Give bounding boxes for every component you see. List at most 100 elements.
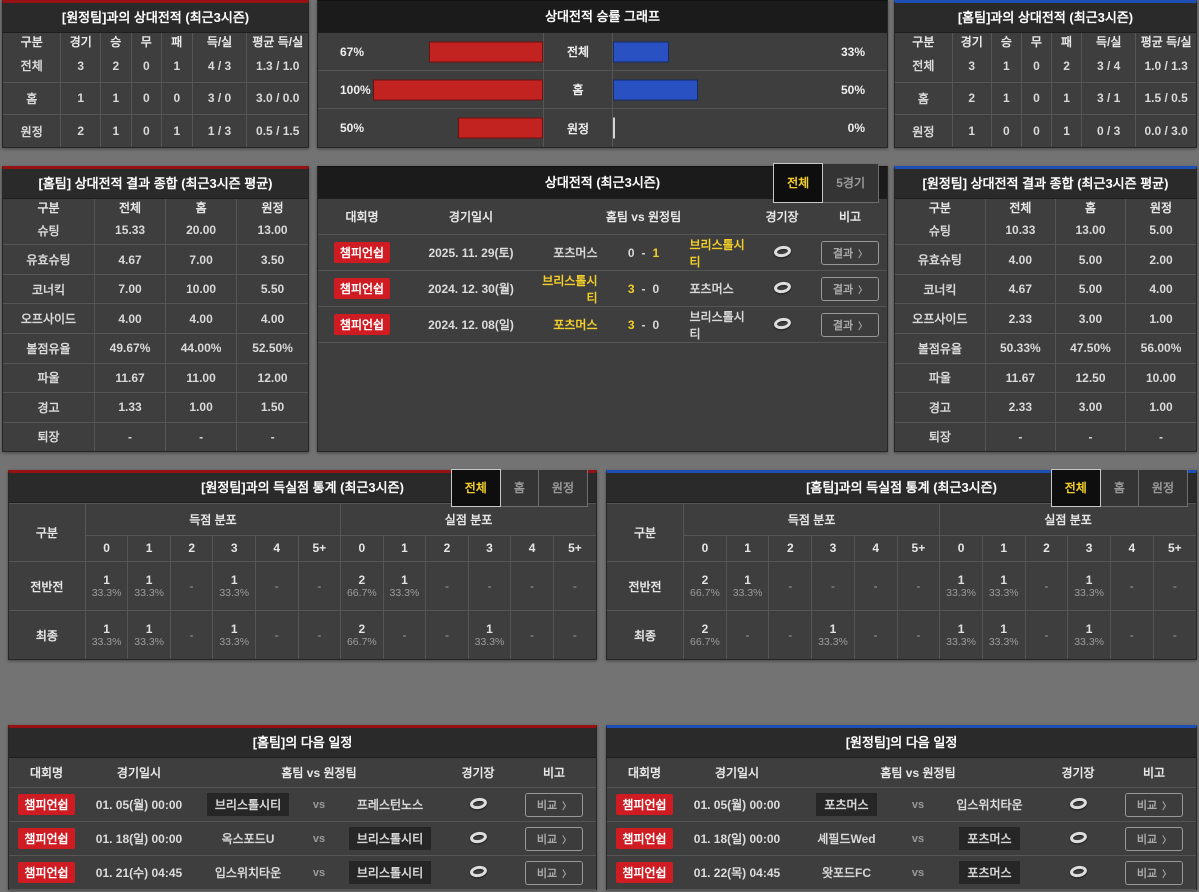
schedule-row: 챔피언쉽 01. 05(월) 00:00 포츠머스 vs 입스위치타운 비교 〉	[607, 788, 1196, 822]
scored-group-header: 득점 분포	[84, 503, 342, 536]
stat-value: 2	[1050, 50, 1083, 83]
column-header: 득/실	[191, 33, 248, 50]
percent-value: 33.3%	[91, 635, 122, 648]
league-cell: 챔피언쉽	[607, 862, 682, 883]
note-cell: 비교 〉	[512, 826, 596, 851]
count-header: 0	[340, 534, 384, 562]
stadium-icon[interactable]	[772, 280, 792, 294]
panel-title: [원정팀] 상대전적 결과 종합 (최근3시즌 평균)	[895, 169, 1196, 199]
stat-value: 4.00	[165, 303, 238, 334]
stadium-icon[interactable]	[468, 796, 488, 810]
stat-value: 3.50	[236, 244, 308, 275]
note-cell: 비교 〉	[512, 792, 596, 817]
count-header: 3	[1067, 534, 1111, 562]
compare-button[interactable]: 비교 〉	[1125, 860, 1183, 885]
column-header-stadium: 경기장	[765, 210, 799, 224]
distribution-cell: -	[425, 610, 469, 659]
stat-value: 44.00%	[165, 332, 238, 364]
match-row: 챔피언쉽 2025. 11. 29(토) 포츠머스 0-1 브리스톨시티 결과 〉	[318, 235, 887, 271]
compare-button[interactable]: 비교 〉	[525, 860, 583, 885]
count-header: 1	[382, 534, 427, 562]
row-label: 오프사이드	[895, 303, 986, 334]
stadium-icon[interactable]	[1068, 830, 1088, 844]
count-header: 3	[811, 534, 855, 562]
table-row: 파울 11.67 12.50 10.00	[895, 362, 1196, 394]
distribution-cell: -	[425, 560, 469, 612]
distribution-cell: -	[552, 610, 596, 659]
compare-button[interactable]: 비교 〉	[525, 792, 583, 817]
stat-value: 11.00	[165, 362, 238, 394]
tab-홈[interactable]: 홈	[499, 468, 539, 507]
teams-cell: 셰필드Wed vs 포츠머스	[792, 827, 1044, 850]
stat-value: 3	[951, 50, 992, 83]
row-label: 전반전	[607, 560, 685, 612]
tab-전체[interactable]: 전체	[450, 468, 501, 507]
panel-title-text: 상대전적 승률 그래프	[545, 9, 660, 24]
tab-원정[interactable]: 원정	[537, 468, 588, 507]
percent-value: 33.3%	[91, 586, 122, 599]
stat-value: 13.00	[1054, 216, 1127, 246]
note-cell: 비교 〉	[1112, 792, 1196, 817]
stat-value: 5.50	[236, 273, 308, 305]
empty-value: -	[444, 628, 449, 643]
stat-value: 7.00	[165, 244, 238, 275]
match-date: 01. 18(일) 00:00	[693, 832, 781, 846]
empty-value: -	[487, 579, 492, 594]
tab-전체[interactable]: 전체	[1050, 468, 1101, 507]
table-row: 퇴장 - - -	[3, 421, 308, 451]
table-row: 코너킥 7.00 10.00 5.50	[3, 273, 308, 305]
tab-원정[interactable]: 원정	[1137, 468, 1188, 507]
away-team-name: 입스위치타운	[956, 798, 1023, 812]
stadium-icon[interactable]	[468, 830, 488, 844]
tab-전체[interactable]: 전체	[773, 162, 824, 203]
chart-row: 67% 전체 33%	[318, 33, 887, 71]
stat-table: 구분 전체 홈 원정 슈팅 15.33 20.00 13.00 유효슈팅 4.67 7.00 3.50…	[3, 199, 308, 451]
row-label: 홈	[3, 81, 62, 116]
panel-title-text: [홈팀] 상대전적 결과 종합 (최근3시즌 평균)	[38, 176, 273, 191]
schedule-row: 챔피언쉽 01. 05(월) 00:00 브리스톨시티 vs 프레스턴노스 비교 〉	[9, 788, 596, 822]
home-winrate-label: 50%	[340, 121, 365, 135]
stadium-icon[interactable]	[772, 244, 792, 258]
note-cell: 비교 〉	[1112, 860, 1196, 885]
column-header-league: 대회명	[29, 766, 64, 780]
stadium-cell	[1044, 796, 1112, 812]
away-winrate-label: 50%	[840, 82, 865, 97]
goal-stats-table: 구분 득점 분포 실점 분포 0 1 2 3 4 5+ 0 1 2 3 4 5+ 전반전 1 33.3% 1 33.3…	[9, 503, 596, 659]
chevron-right-icon: 〉	[858, 248, 868, 259]
stadium-icon[interactable]	[1068, 796, 1088, 810]
count-header: 4	[255, 534, 299, 562]
compare-button[interactable]: 비교 〉	[1125, 826, 1183, 851]
distribution-cell: -	[382, 610, 427, 659]
home-team-half: 포츠머스	[792, 793, 901, 816]
h2h-matches-tabs: 전체 5경기	[773, 162, 879, 203]
tab-홈[interactable]: 홈	[1099, 468, 1139, 507]
chevron-right-icon: 〉	[1162, 800, 1172, 811]
result-button[interactable]: 결과 〉	[821, 312, 879, 337]
home-goal-stats-tabs: 전체 홈 원정	[1050, 468, 1188, 507]
stat-value: 0	[130, 81, 163, 116]
result-button[interactable]: 결과 〉	[821, 276, 879, 301]
stat-value: 4.00	[236, 303, 308, 334]
stadium-icon[interactable]	[772, 316, 792, 330]
chevron-right-icon: 〉	[1162, 834, 1172, 845]
stadium-icon[interactable]	[468, 864, 488, 878]
away-winrate-bar	[613, 117, 615, 139]
result-button[interactable]: 결과 〉	[821, 240, 879, 265]
count-value: 1	[230, 572, 238, 587]
column-header: 경기	[60, 33, 102, 50]
home-score: 3	[627, 281, 635, 296]
column-header: 홈	[1054, 199, 1127, 216]
row-label: 최종	[9, 610, 86, 659]
stat-value: 0.5 / 1.5	[246, 114, 308, 147]
percent-value: 33.3%	[946, 635, 976, 648]
league-badge: 챔피언쉽	[18, 794, 75, 815]
vs-label: vs	[312, 832, 326, 845]
stadium-icon[interactable]	[1068, 864, 1088, 878]
compare-button[interactable]: 비교 〉	[1125, 792, 1183, 817]
tab-5경기[interactable]: 5경기	[822, 162, 879, 203]
stat-value: 4.00	[1125, 273, 1196, 305]
compare-button[interactable]: 비교 〉	[525, 826, 583, 851]
count-header: 5+	[896, 534, 941, 562]
distribution-cell: 2 66.7%	[683, 560, 727, 612]
percent-value: 33.3%	[134, 586, 165, 599]
